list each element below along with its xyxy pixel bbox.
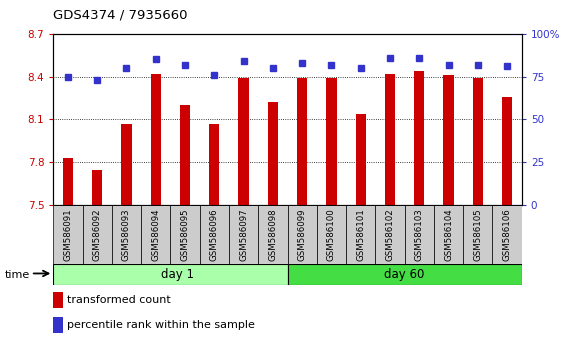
Bar [502,97,512,205]
Text: GSM586095: GSM586095 [181,208,190,261]
Text: GSM586100: GSM586100 [327,208,336,261]
Bar [53,205,82,264]
Text: transformed count: transformed count [67,295,171,305]
Bar [317,205,346,264]
Bar [141,205,171,264]
Bar [82,205,112,264]
Bar [473,78,483,205]
Bar [200,205,229,264]
Bar [287,205,317,264]
Bar [258,205,287,264]
Text: GSM586097: GSM586097 [239,208,248,261]
Bar [346,205,375,264]
Text: GSM586102: GSM586102 [385,208,394,261]
Bar [180,105,190,205]
Text: day 60: day 60 [384,268,425,281]
Bar [53,264,287,285]
Text: percentile rank within the sample: percentile rank within the sample [67,320,255,330]
Bar [121,124,132,205]
Bar [287,264,522,285]
Text: GSM586096: GSM586096 [210,208,219,261]
Text: GSM586101: GSM586101 [356,208,365,261]
Bar [229,205,258,264]
Text: GSM586099: GSM586099 [298,208,307,261]
Text: GSM586091: GSM586091 [63,208,72,261]
Bar [434,205,463,264]
Text: GSM586092: GSM586092 [93,208,102,261]
Bar [443,75,454,205]
Bar [404,205,434,264]
Bar [327,78,337,205]
Bar [385,74,395,205]
Text: day 1: day 1 [161,268,194,281]
Text: GSM586093: GSM586093 [122,208,131,261]
Bar [356,114,366,205]
Bar [414,71,424,205]
Text: GSM586106: GSM586106 [503,208,512,261]
Bar [463,205,493,264]
Text: GSM586098: GSM586098 [268,208,277,261]
Text: GSM586094: GSM586094 [151,208,160,261]
Bar [209,124,219,205]
Bar [493,205,522,264]
Bar [297,78,307,205]
Bar [238,78,249,205]
Bar [268,102,278,205]
Text: GSM586103: GSM586103 [415,208,424,261]
Bar [63,158,73,205]
Text: GSM586105: GSM586105 [473,208,482,261]
Text: GSM586104: GSM586104 [444,208,453,261]
Bar [92,170,102,205]
Text: time: time [4,270,30,280]
Bar [375,205,404,264]
Bar [112,205,141,264]
Text: GDS4374 / 7935660: GDS4374 / 7935660 [53,9,188,22]
Bar [151,74,161,205]
Bar [171,205,200,264]
